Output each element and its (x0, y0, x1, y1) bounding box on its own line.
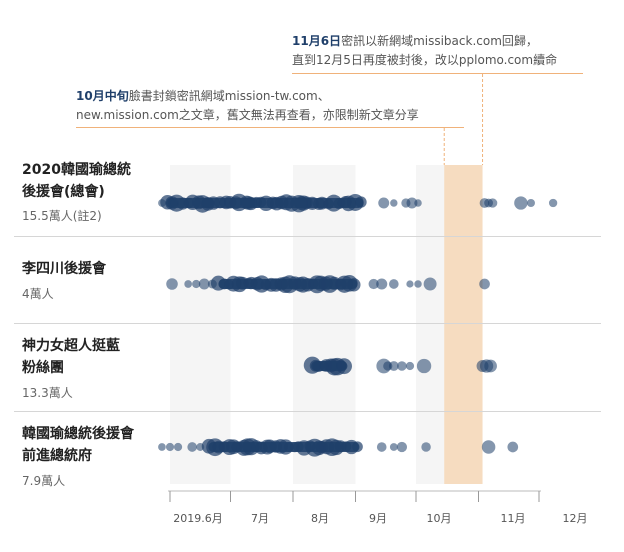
series-2-point-1 (184, 280, 192, 288)
series-1-point-14 (514, 196, 528, 210)
series-1-point-13 (487, 198, 498, 208)
group-2-members: 4萬人 (22, 287, 54, 301)
series-1-point-3 (241, 196, 256, 210)
series-3-dense-core (311, 361, 348, 371)
series-2-point-4 (207, 279, 217, 289)
annotation-top-date: 11月6日 (292, 34, 342, 48)
annotation-top-underline (292, 73, 583, 74)
series-2-point-8 (406, 280, 414, 288)
group-2-title-line-1: 李四川後援會 (22, 261, 106, 277)
series-1-point-7 (390, 199, 398, 207)
series-2-point-9 (414, 280, 422, 288)
series-2-point-7 (388, 279, 399, 289)
series-4-point-3 (187, 442, 197, 452)
x-tick-label-4: 10月 (426, 512, 452, 525)
group-3-title-line-1: 神力女超人挺藍 (22, 338, 120, 354)
group-4-title-line-1: 韓國瑜總統後援會 (22, 426, 134, 442)
group-4-title-line-2: 前進總統府 (22, 448, 92, 464)
group-2-title: 李四川後援會 (22, 258, 162, 280)
series-1-point-2 (202, 197, 214, 209)
series-2-point-11 (479, 278, 490, 290)
series-2-point-6 (376, 278, 388, 290)
annotation-top: 11月6日密訊以新網域missiback.com回歸， 直到12月5日再度被封後… (292, 32, 557, 70)
group-divider-2 (14, 323, 601, 324)
series-4-point-9 (481, 440, 496, 454)
annotation-second: 10月中旬臉書封鎖密訊網域mission-tw.com、 new.mission… (76, 87, 419, 125)
series-4-point-6 (389, 443, 398, 451)
x-tick-label-0: 2019.6月 (173, 512, 223, 525)
series-1-point-1 (170, 199, 178, 207)
series-1-point-4 (294, 196, 308, 210)
series-4-dense-core (208, 442, 360, 452)
series-2-point-2 (192, 279, 201, 289)
series-3-point-5 (416, 358, 432, 374)
series-2-point-3 (198, 278, 210, 290)
series-1-point-6 (378, 197, 390, 209)
month-band-0 (170, 165, 231, 484)
annotation-second-underline (76, 127, 464, 128)
x-tick-label-1: 7月 (251, 512, 269, 525)
annotation-top-text-1: 密訊以新網域missiback.com回歸， (341, 34, 538, 48)
series-4-point-5 (376, 442, 387, 452)
series-4-point-7 (396, 441, 408, 453)
series-1-dense-core (165, 198, 364, 208)
series-4-point-8 (421, 442, 431, 452)
x-tick-label-5: 11月 (500, 512, 526, 525)
series-4-point-2 (173, 442, 183, 452)
series-3-point-8 (484, 359, 497, 373)
group-3-title-line-2: 粉絲團 (22, 360, 64, 376)
series-2-point-5 (368, 278, 379, 290)
group-1-title: 2020韓國瑜總統 後援會(總會) (22, 159, 162, 203)
series-3-point-3 (397, 361, 407, 371)
series-1-point-16 (548, 198, 558, 208)
series-2-point-10 (423, 277, 437, 291)
series-1-point-5 (337, 198, 346, 208)
group-4-members: 7.9萬人 (22, 474, 66, 488)
series-1-point-9 (406, 197, 418, 209)
series-2-dense-core (218, 279, 358, 289)
series-4-point-1 (165, 442, 175, 452)
group-3-members: 13.3萬人 (22, 386, 73, 400)
x-tick-label-2: 8月 (311, 512, 329, 525)
annotation-top-text-2: 直到12月5日再度被封後，改以pplomo.com續命 (292, 53, 558, 67)
series-1-point-0 (158, 199, 166, 207)
group-1-title-line-2: 後援會(總會) (22, 184, 105, 200)
month-band-2 (293, 165, 356, 484)
series-3-point-2 (388, 361, 399, 371)
group-divider-1 (14, 236, 601, 237)
series-3-point-4 (405, 361, 415, 371)
annotation-second-date: 10月中旬 (76, 89, 129, 103)
series-1-point-15 (526, 198, 535, 208)
group-1-members: 15.5萬人(註2) (22, 209, 102, 223)
series-2-point-0 (166, 278, 178, 290)
series-4-point-10 (507, 441, 519, 453)
group-4-title: 韓國瑜總統後援會 前進總統府 (22, 423, 162, 467)
group-1-title-line-1: 2020韓國瑜總統 (22, 162, 131, 178)
series-1-point-10 (414, 199, 422, 207)
annotation-second-text-1: 臉書封鎖密訊網域mission-tw.com、 (128, 89, 330, 103)
group-divider-3 (14, 411, 601, 412)
highlight-range (444, 165, 483, 484)
x-tick-label-6: 12月 (562, 512, 588, 525)
series-4-point-4 (196, 443, 205, 451)
series-4-point-0 (158, 443, 166, 451)
group-3-title: 神力女超人挺藍 粉絲團 (22, 335, 162, 379)
annotation-second-text-2: new.mission.com之文章，舊文無法再查看，亦限制新文章分享 (76, 108, 419, 122)
x-tick-label-3: 9月 (369, 512, 387, 525)
